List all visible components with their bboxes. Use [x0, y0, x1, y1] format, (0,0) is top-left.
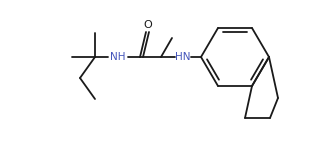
Text: NH: NH [110, 52, 126, 62]
Text: HN: HN [175, 52, 191, 62]
Text: O: O [144, 20, 152, 30]
